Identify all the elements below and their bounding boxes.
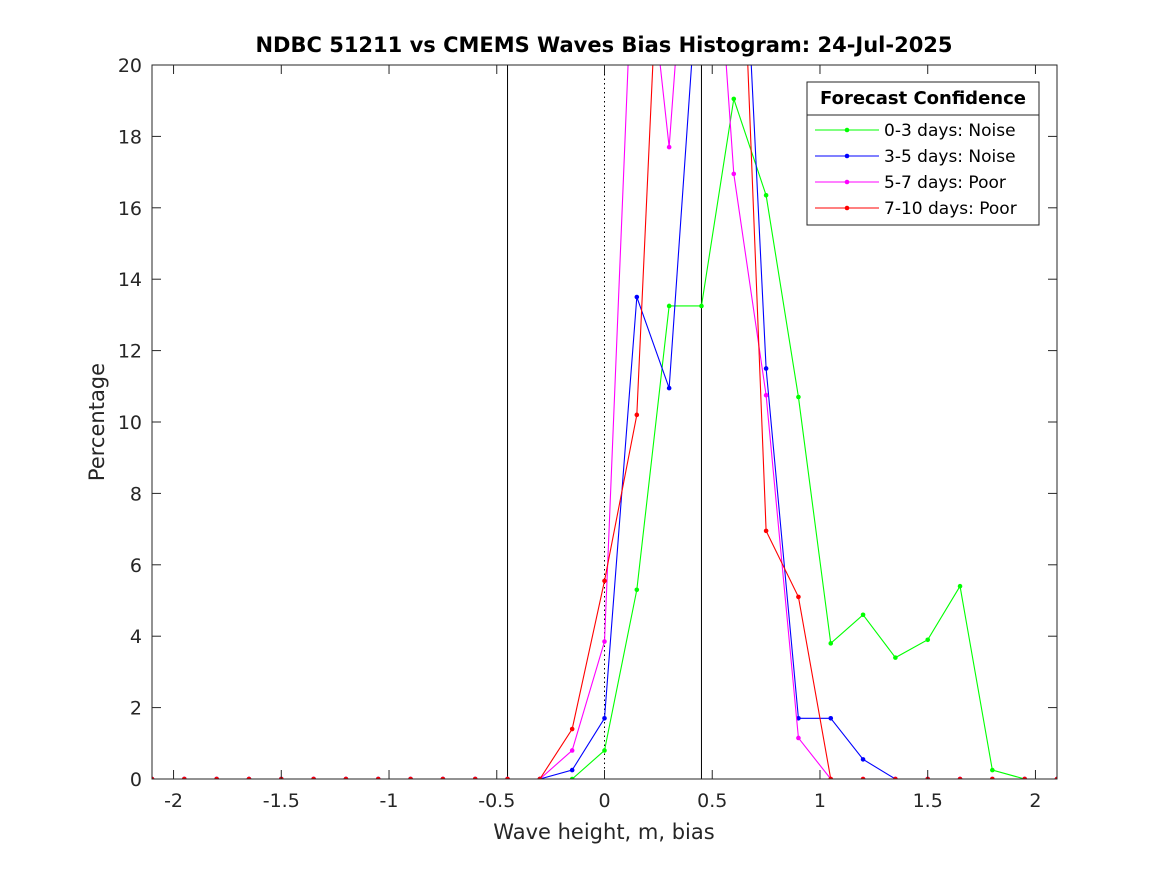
chart-title: NDBC 51211 vs CMEMS Waves Bias Histogram… <box>255 33 952 57</box>
series-3-point <box>666 144 672 150</box>
x-tick-label: 0 <box>598 790 610 812</box>
series-2-point <box>602 716 607 721</box>
x-tick-label: -1.5 <box>263 790 300 812</box>
legend-entry-label: 0-3 days: Noise <box>884 121 1016 141</box>
series-4-point <box>375 776 381 779</box>
series-4-point <box>505 776 510 779</box>
series-4-point <box>152 776 155 779</box>
series-2-point <box>763 366 769 371</box>
x-tick-label: 0.5 <box>697 790 727 812</box>
series-4-point <box>860 776 866 779</box>
y-axis-label: Percentage <box>85 363 109 481</box>
x-tick-label: 1.5 <box>913 790 943 812</box>
series-4-point <box>957 776 963 779</box>
legend-marker-4 <box>844 205 850 211</box>
series-3-point <box>796 735 801 741</box>
series-4-point <box>763 528 769 534</box>
x-tick-label: 1 <box>814 790 826 812</box>
series-4-point <box>311 776 316 779</box>
legend-marker-3 <box>844 179 850 185</box>
series-4-point <box>182 776 187 779</box>
legend-title: Forecast Confidence <box>820 88 1026 109</box>
series-1-point <box>666 303 672 309</box>
series-2-point <box>634 294 640 300</box>
series-4-point <box>408 776 413 779</box>
y-tick-label: 12 <box>118 341 142 363</box>
legend-entry-label: 5-7 days: Poor <box>884 173 1006 193</box>
series-1-point <box>828 641 834 646</box>
series-1-point <box>893 655 898 660</box>
series-2-point <box>828 716 834 721</box>
series-3-point <box>731 171 737 177</box>
series-4-point <box>602 578 607 584</box>
x-axis-label: Wave height, m, bias <box>493 820 714 844</box>
series-4-point <box>828 776 834 779</box>
y-tick-label: 4 <box>130 626 142 648</box>
x-tick-label: -0.5 <box>478 790 515 812</box>
y-tick-label: 18 <box>118 126 142 148</box>
legend-box <box>806 81 1040 226</box>
y-tick-label: 8 <box>130 483 142 505</box>
series-1-point <box>602 748 607 753</box>
y-tick-label: 14 <box>118 269 142 291</box>
series-1-point <box>731 96 737 102</box>
x-tick-label: -2 <box>164 790 183 812</box>
series-4-point <box>569 726 575 732</box>
y-tick-label: 10 <box>118 412 142 434</box>
series-4-point <box>990 776 995 779</box>
series-3-point <box>569 748 575 753</box>
legend-entry-label: 7-10 days: Poor <box>884 199 1017 219</box>
series-2-point <box>796 716 801 721</box>
series-1-point <box>569 776 575 779</box>
series-4-point <box>214 776 219 779</box>
series-3-point <box>763 392 769 398</box>
y-tick-label: 16 <box>118 198 142 220</box>
series-1-point <box>860 612 866 618</box>
x-tick-label: 2 <box>1029 790 1041 812</box>
series-4-point <box>1054 776 1057 779</box>
series-1-point <box>634 587 640 593</box>
legend: Forecast Confidence 0-3 days: Noise 3-5 da… <box>806 81 1040 226</box>
series-1-point <box>990 767 995 773</box>
legend-marker-1 <box>844 127 850 133</box>
series-2-point <box>666 385 672 391</box>
series-1-point <box>796 394 801 400</box>
y-tick-label: 0 <box>130 769 142 791</box>
y-tick-label: 6 <box>130 555 142 577</box>
series-3-point <box>602 639 607 644</box>
series-1-point <box>699 303 704 309</box>
series-4-point <box>537 776 543 779</box>
y-tick-label: 2 <box>130 698 142 720</box>
series-4-point <box>440 776 446 779</box>
series-2-point <box>860 757 866 762</box>
x-tick-label: -1 <box>380 790 399 812</box>
series-4-point <box>893 776 898 779</box>
series-4-point <box>472 776 478 779</box>
series-4-point <box>1022 776 1027 779</box>
legend-marker-2 <box>844 153 850 159</box>
series-2-point <box>569 767 575 773</box>
series-4-point <box>796 594 801 600</box>
series-1-point <box>925 637 931 643</box>
series-1-point <box>763 193 769 198</box>
y-tick-label: 20 <box>118 55 142 77</box>
series-4-point <box>246 776 252 779</box>
legend-entry-label: 3-5 days: Noise <box>884 147 1016 167</box>
series-4-point <box>634 412 640 418</box>
series-1-point <box>957 583 963 589</box>
series-4-point <box>343 776 349 779</box>
